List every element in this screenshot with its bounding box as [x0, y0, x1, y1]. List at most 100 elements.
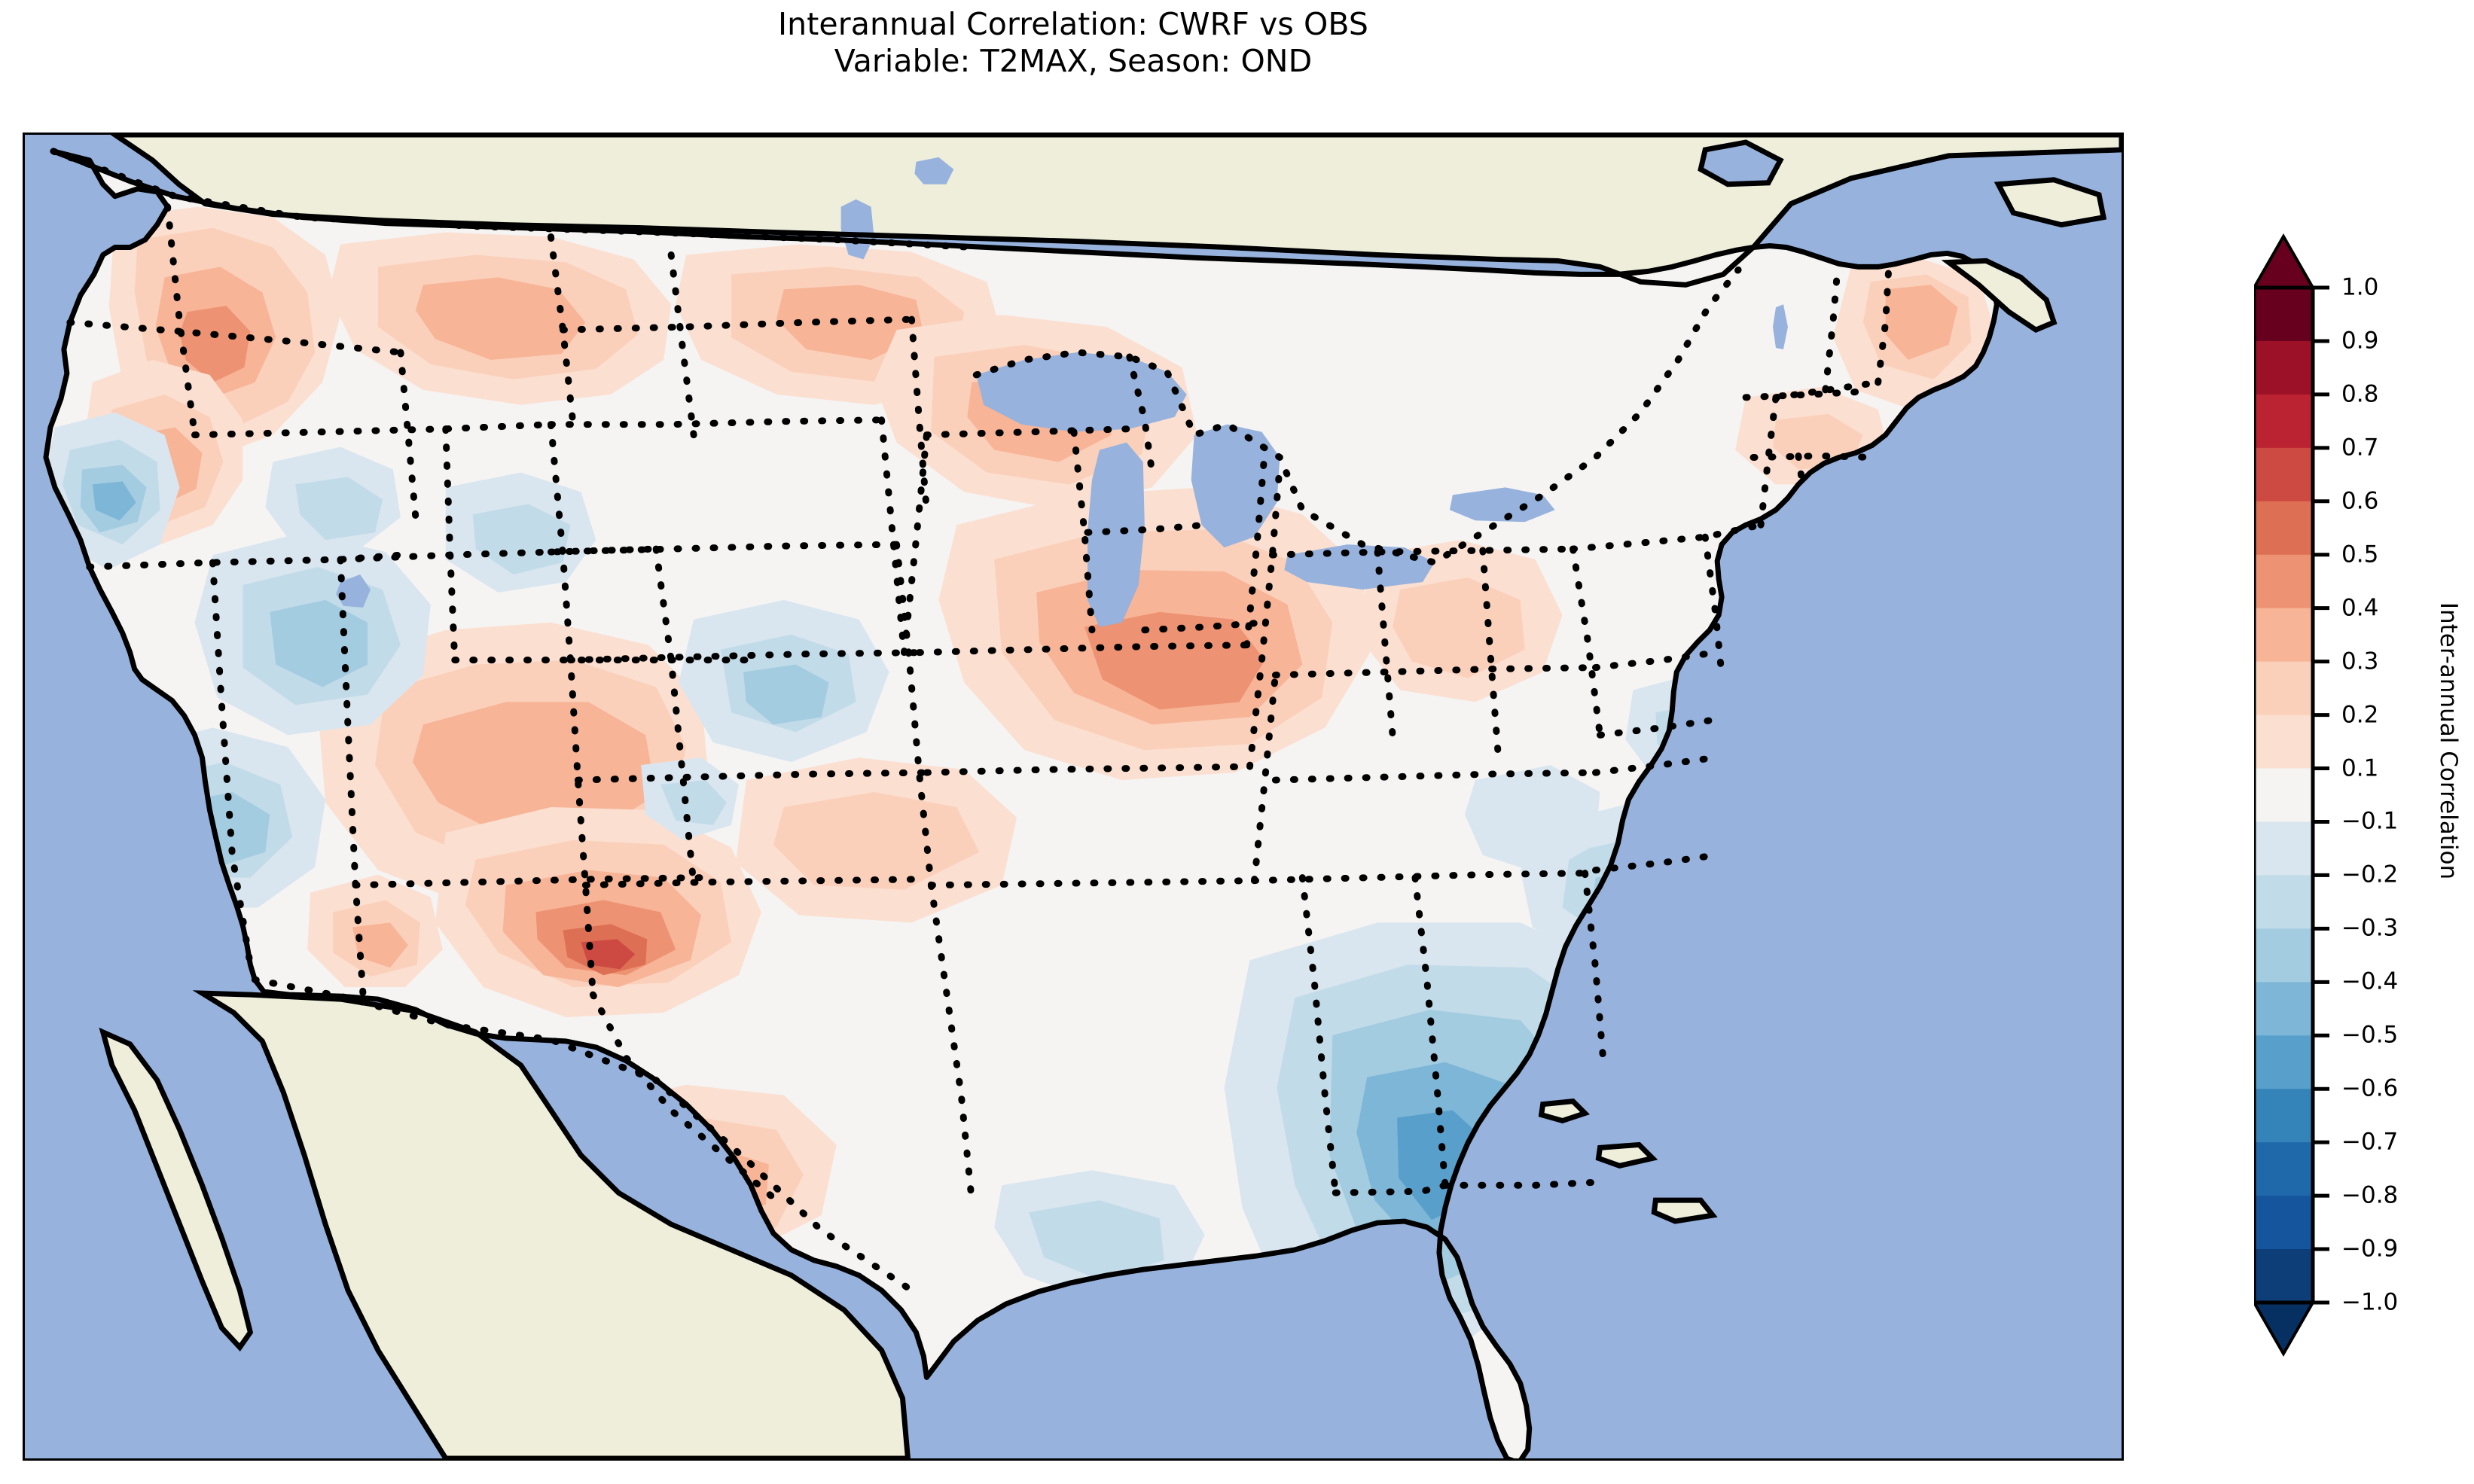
correlation-map [25, 135, 2122, 1458]
colorbar-tick-label: 0.8 [2341, 380, 2379, 408]
colorbar-tick-label: −0.6 [2341, 1074, 2399, 1102]
contour-region [581, 939, 636, 970]
state-border [923, 763, 1253, 776]
state-border [908, 315, 930, 513]
state-border [893, 541, 935, 889]
contour-region [743, 664, 829, 725]
state-border [209, 559, 254, 968]
state-border [352, 874, 705, 889]
state-border [251, 976, 915, 1294]
contour-region [472, 504, 571, 575]
state-border [1250, 672, 1279, 885]
colorbar-band [2254, 340, 2313, 395]
state-border [927, 882, 975, 1204]
state-border [164, 203, 199, 439]
colorbar-extend-bottom [2254, 1301, 2316, 1358]
colorbar-band [2254, 982, 2313, 1036]
colorbar-tick-label: −1.0 [2341, 1288, 2399, 1316]
colorbar-band [2254, 768, 2313, 823]
colorbar-tick-label: 0.9 [2341, 327, 2379, 355]
state-border [1298, 874, 1339, 1196]
map-panel [23, 133, 2124, 1461]
state-border [548, 541, 900, 556]
contour-region [352, 922, 408, 968]
state-border [1592, 852, 1719, 874]
state-border [1757, 394, 1780, 529]
colorbar-tick-label: 0.6 [2341, 487, 2379, 515]
title-line-2: Variable: T2MAX, Season: OND [834, 43, 1313, 79]
state-border [589, 991, 780, 1204]
baja-coastline [99, 1027, 254, 1352]
colorbar-band [2254, 821, 2313, 876]
state-border [1271, 664, 1599, 679]
lake-of-the-woods [914, 157, 954, 184]
chart-title: Interannual Correlation: CWRF vs OBS Var… [0, 6, 2146, 80]
colorbar-band [2254, 1035, 2313, 1089]
state-border [1479, 547, 1502, 754]
colorbar-band [2254, 447, 2313, 502]
state-border [1126, 353, 1156, 476]
colorbar-tick-label: 0.4 [2341, 594, 2379, 622]
contour-region [1885, 285, 1958, 360]
bahamas-coastline [1595, 1141, 1658, 1169]
colorbar-band [2254, 1249, 2313, 1303]
state-border [667, 251, 697, 439]
colorbar-tick-label: −0.7 [2341, 1128, 2399, 1156]
state-border [1268, 545, 1577, 559]
colorbar-tick-label: −0.2 [2341, 861, 2399, 888]
colorbar-band [2254, 1089, 2313, 1143]
colorbar-band [2254, 501, 2313, 556]
colorbar-tick-label: 0.3 [2341, 648, 2379, 675]
hudson-inlet [1698, 139, 1784, 187]
nova-scotia [1941, 257, 2058, 334]
bahamas-coastline [1651, 1197, 1718, 1224]
state-border [1597, 716, 1716, 739]
contour-region [660, 780, 727, 825]
colorbar-outline [2254, 285, 2315, 1305]
contour-region [92, 481, 136, 521]
state-border [927, 877, 1258, 889]
lake-winnipeg [840, 199, 874, 260]
state-border [1084, 521, 1209, 536]
colorbar-tick-label: −0.3 [2341, 914, 2399, 942]
colorbar-band [2254, 928, 2313, 983]
state-border [581, 876, 930, 889]
colorbar-tick-label: 0.5 [2341, 541, 2379, 568]
state-border [1592, 754, 1719, 776]
contour-region [1464, 765, 1600, 875]
state-border [1243, 446, 1268, 649]
mexico-landmass [202, 993, 908, 1458]
colorbar-band [2254, 394, 2313, 449]
colorbar-tick-label: 0.1 [2341, 754, 2379, 782]
state-border [50, 148, 975, 251]
colorbar-axis-label: Inter-annual Correlation [2435, 602, 2462, 880]
state-border [1592, 649, 1719, 672]
state-border [1822, 266, 1841, 394]
contour-region [1084, 611, 1265, 710]
bahamas-coastline [1538, 1098, 1591, 1124]
colorbar-band [2254, 1196, 2313, 1250]
state-border [900, 431, 930, 657]
state-border [1570, 545, 1603, 739]
state-border [1570, 521, 1765, 553]
state-border [1441, 1178, 1599, 1189]
colorbar-band [2254, 554, 2313, 609]
state-border [972, 266, 1742, 566]
colorbar-tick-label: −0.9 [2341, 1235, 2399, 1263]
state-border [1411, 874, 1449, 1189]
contour-region [412, 702, 657, 837]
newfoundland-south [1994, 177, 2107, 228]
state-border [559, 315, 915, 334]
state-border [574, 769, 930, 784]
title-line-1: Interannual Correlation: CWRF vs OBS [777, 6, 1369, 42]
colorbar: 1.0 0.9 0.8 0.7 0.6 0.5 0.4 0.3 0.2 0.1 −0.1 −0.2 −0… [2254, 233, 2474, 1363]
state-border [1742, 388, 1870, 401]
state-border [1875, 266, 1893, 386]
state-border [915, 641, 1250, 657]
state-border [1795, 453, 1807, 491]
state-border [1250, 870, 1589, 885]
conus-coastline [43, 148, 2000, 1458]
contour-region [415, 277, 586, 360]
state-border [337, 556, 367, 998]
state-border [1332, 1181, 1449, 1196]
